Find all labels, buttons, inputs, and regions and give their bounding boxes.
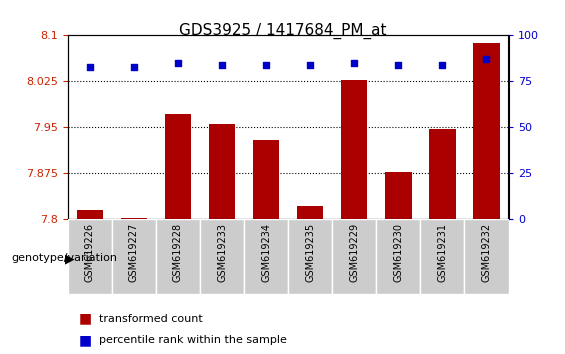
Text: GSM619229: GSM619229 bbox=[349, 223, 359, 282]
Text: inflammasome adapter null
(ASC-/-): inflammasome adapter null (ASC-/-) bbox=[198, 226, 334, 248]
FancyBboxPatch shape bbox=[68, 219, 112, 294]
Text: GSM619231: GSM619231 bbox=[437, 223, 447, 282]
Bar bbox=[121, 218, 147, 354]
Text: genotype/variation: genotype/variation bbox=[11, 253, 118, 263]
Text: GDS3925 / 1417684_PM_at: GDS3925 / 1417684_PM_at bbox=[179, 23, 386, 39]
Text: GSM619228: GSM619228 bbox=[173, 223, 183, 282]
Text: GSM619226: GSM619226 bbox=[85, 223, 95, 282]
Text: wild type (WT) control: wild type (WT) control bbox=[367, 232, 474, 242]
Text: GSM619232: GSM619232 bbox=[481, 223, 492, 282]
FancyBboxPatch shape bbox=[112, 219, 156, 294]
Text: ■: ■ bbox=[79, 333, 92, 347]
Text: percentile rank within the sample: percentile rank within the sample bbox=[99, 335, 287, 345]
Point bbox=[438, 62, 447, 68]
Text: GSM619233: GSM619233 bbox=[217, 223, 227, 282]
FancyBboxPatch shape bbox=[332, 219, 376, 294]
Text: GSM619235: GSM619235 bbox=[305, 223, 315, 282]
Bar bbox=[297, 206, 323, 354]
Text: GSM619227: GSM619227 bbox=[129, 223, 139, 282]
FancyBboxPatch shape bbox=[288, 219, 332, 294]
FancyBboxPatch shape bbox=[156, 219, 200, 294]
Point bbox=[306, 62, 315, 68]
FancyBboxPatch shape bbox=[464, 219, 508, 294]
FancyBboxPatch shape bbox=[200, 219, 332, 255]
FancyBboxPatch shape bbox=[200, 219, 244, 294]
FancyBboxPatch shape bbox=[332, 219, 508, 255]
Text: Caspase 1 null (Casp1-/-): Caspase 1 null (Casp1-/-) bbox=[72, 232, 195, 242]
Bar bbox=[473, 44, 499, 354]
Point bbox=[262, 62, 271, 68]
Point bbox=[482, 57, 491, 62]
Bar bbox=[165, 114, 191, 354]
Bar bbox=[253, 140, 279, 354]
Text: ▶: ▶ bbox=[65, 252, 75, 265]
Point bbox=[85, 64, 94, 69]
Text: ■: ■ bbox=[79, 312, 92, 326]
FancyBboxPatch shape bbox=[68, 219, 200, 255]
Point bbox=[129, 64, 138, 69]
Point bbox=[173, 60, 182, 66]
Bar bbox=[341, 80, 367, 354]
Text: GSM619234: GSM619234 bbox=[261, 223, 271, 282]
Point bbox=[394, 62, 403, 68]
Bar bbox=[429, 129, 455, 354]
FancyBboxPatch shape bbox=[376, 219, 420, 294]
Point bbox=[218, 62, 227, 68]
FancyBboxPatch shape bbox=[244, 219, 288, 294]
Bar bbox=[385, 172, 411, 354]
Text: GSM619230: GSM619230 bbox=[393, 223, 403, 282]
Point bbox=[350, 60, 359, 66]
Bar bbox=[209, 124, 235, 354]
Text: transformed count: transformed count bbox=[99, 314, 203, 324]
Bar bbox=[77, 210, 103, 354]
FancyBboxPatch shape bbox=[420, 219, 464, 294]
